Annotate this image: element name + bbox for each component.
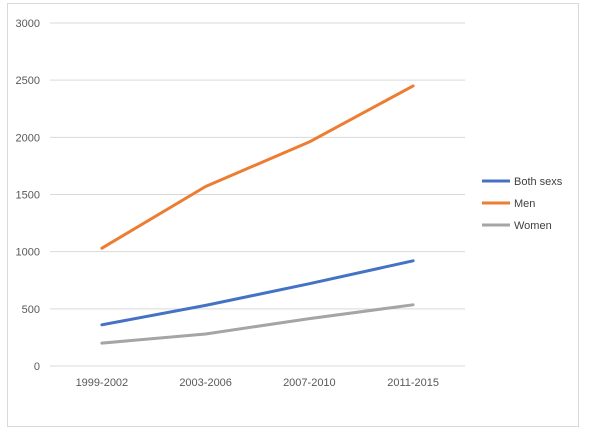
series-line-women (100, 303, 415, 345)
x-tick-label: 2007-2010 (283, 377, 336, 389)
legend-label: Both sexs (514, 176, 563, 188)
legend-item-women: Women (482, 220, 552, 232)
y-tick-label: 1500 (16, 190, 40, 202)
chart-frame (7, 3, 579, 427)
y-tick-label: 0 (34, 361, 40, 373)
y-tick-label: 3000 (16, 18, 40, 30)
series-lines (100, 84, 415, 345)
x-tick-label: 2003-2006 (179, 377, 232, 389)
x-tick-label: 1999-2002 (76, 377, 129, 389)
y-tick-label: 2000 (16, 132, 40, 144)
y-tick-label: 2500 (16, 75, 40, 87)
x-tick-label: 2011-2015 (387, 377, 439, 389)
y-tick-label: 500 (22, 304, 40, 316)
y-axis: 0 500 1000 1500 2000 2500 3000 (16, 18, 40, 373)
legend-item-men: Men (482, 198, 535, 210)
legend-label: Men (514, 198, 535, 210)
y-tick-label: 1000 (16, 247, 40, 259)
legend: Both sexs Men Women (482, 176, 563, 232)
legend-item-both-sexs: Both sexs (482, 176, 563, 188)
legend-label: Women (514, 220, 552, 232)
series-line-men (100, 84, 415, 250)
series-line-both-sexs (100, 259, 415, 327)
x-axis: 1999-2002 2003-2006 2007-2010 2011-2015 (76, 377, 439, 389)
gridlines (50, 22, 465, 367)
